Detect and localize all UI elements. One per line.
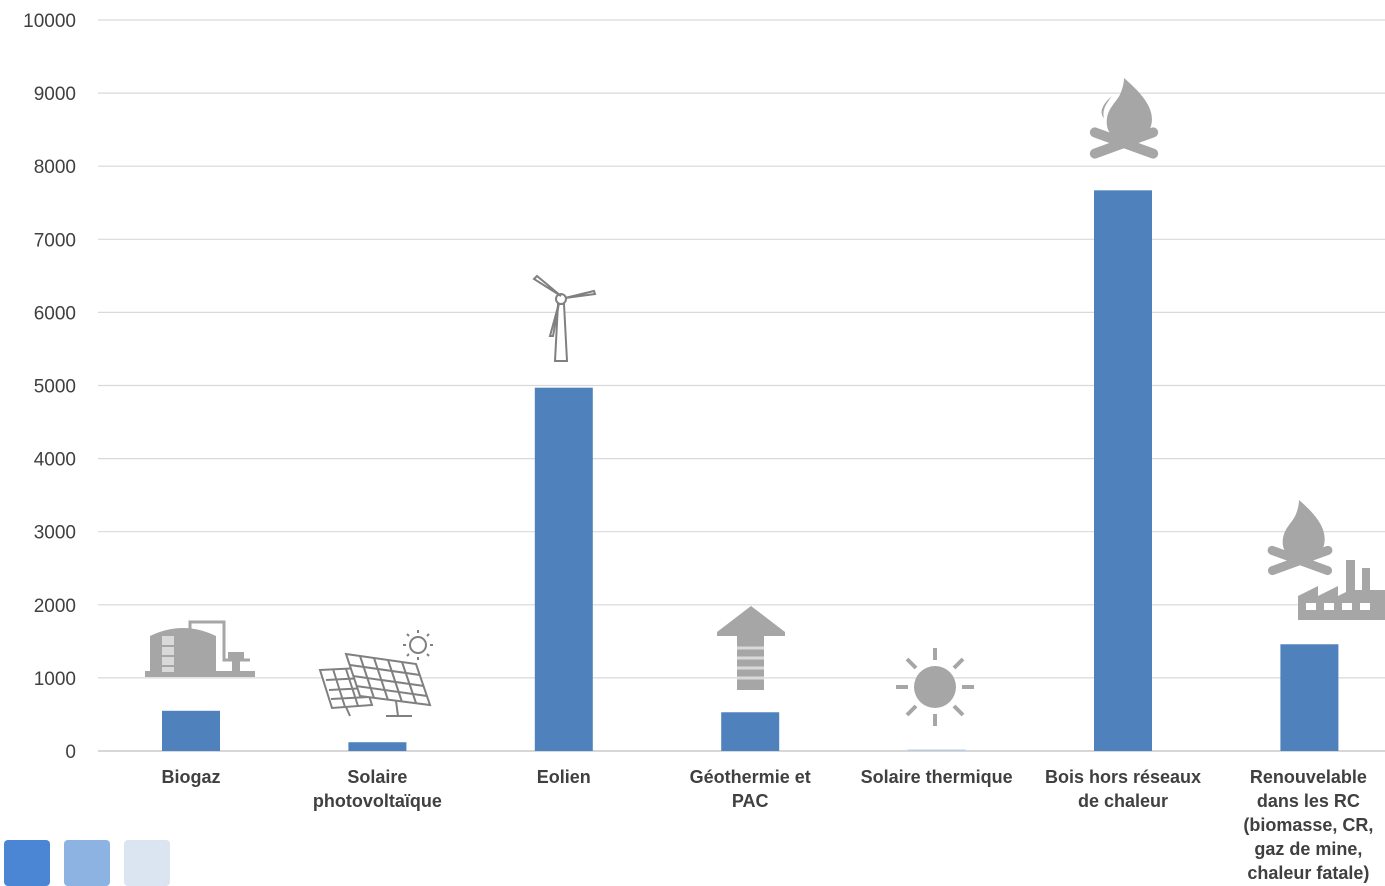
legend-swatch-1 [4, 840, 50, 886]
x-tick-label: Solaire photovoltaïque [313, 767, 442, 811]
bar [721, 712, 780, 751]
y-axis: 0 1000 2000 3000 4000 5000 6000 7000 8000 9000 100… [23, 11, 76, 763]
campfire-factory-icon [1267, 500, 1385, 620]
y-tick-label: 0 [65, 742, 76, 763]
bar [1280, 644, 1339, 751]
bars [162, 190, 1339, 751]
y-tick-label: 4000 [34, 450, 76, 471]
wind-turbine-icon [532, 274, 597, 362]
y-tick-label: 5000 [34, 377, 76, 398]
x-tick-label: Solaire thermique [861, 767, 1013, 787]
y-tick-label: 2000 [34, 596, 76, 617]
gridlines [98, 19, 1385, 752]
sun-icon [896, 648, 974, 726]
bar [162, 710, 220, 751]
legend-swatch-3 [124, 840, 170, 886]
y-tick-label: 10000 [23, 11, 76, 32]
legend-swatch-2 [64, 840, 110, 886]
y-tick-label: 7000 [34, 230, 76, 251]
biogas-tank-icon [145, 620, 255, 677]
bar [534, 387, 593, 751]
x-tick-label: Eolien [537, 767, 591, 787]
x-tick-label: Renouvelable dans les RC (biomasse, CR, gaz… [1243, 767, 1373, 883]
bar [907, 749, 966, 751]
x-axis: Biogaz Solaire photovoltaïque Eolien Géother… [161, 767, 1373, 883]
geothermal-house-icon [717, 606, 785, 690]
y-tick-label: 9000 [34, 84, 76, 105]
bar [1094, 190, 1152, 751]
x-tick-label: Biogaz [161, 767, 220, 787]
solar-panel-icon [318, 630, 433, 717]
y-tick-label: 6000 [34, 303, 76, 324]
y-tick-label: 3000 [34, 523, 76, 544]
campfire-icon [1089, 78, 1159, 159]
y-tick-label: 1000 [34, 669, 76, 690]
x-tick-label: Géothermie et PAC [690, 767, 811, 811]
bar [348, 742, 407, 751]
x-tick-label: Bois hors réseaux de chaleur [1045, 767, 1201, 811]
y-tick-label: 8000 [34, 157, 76, 178]
